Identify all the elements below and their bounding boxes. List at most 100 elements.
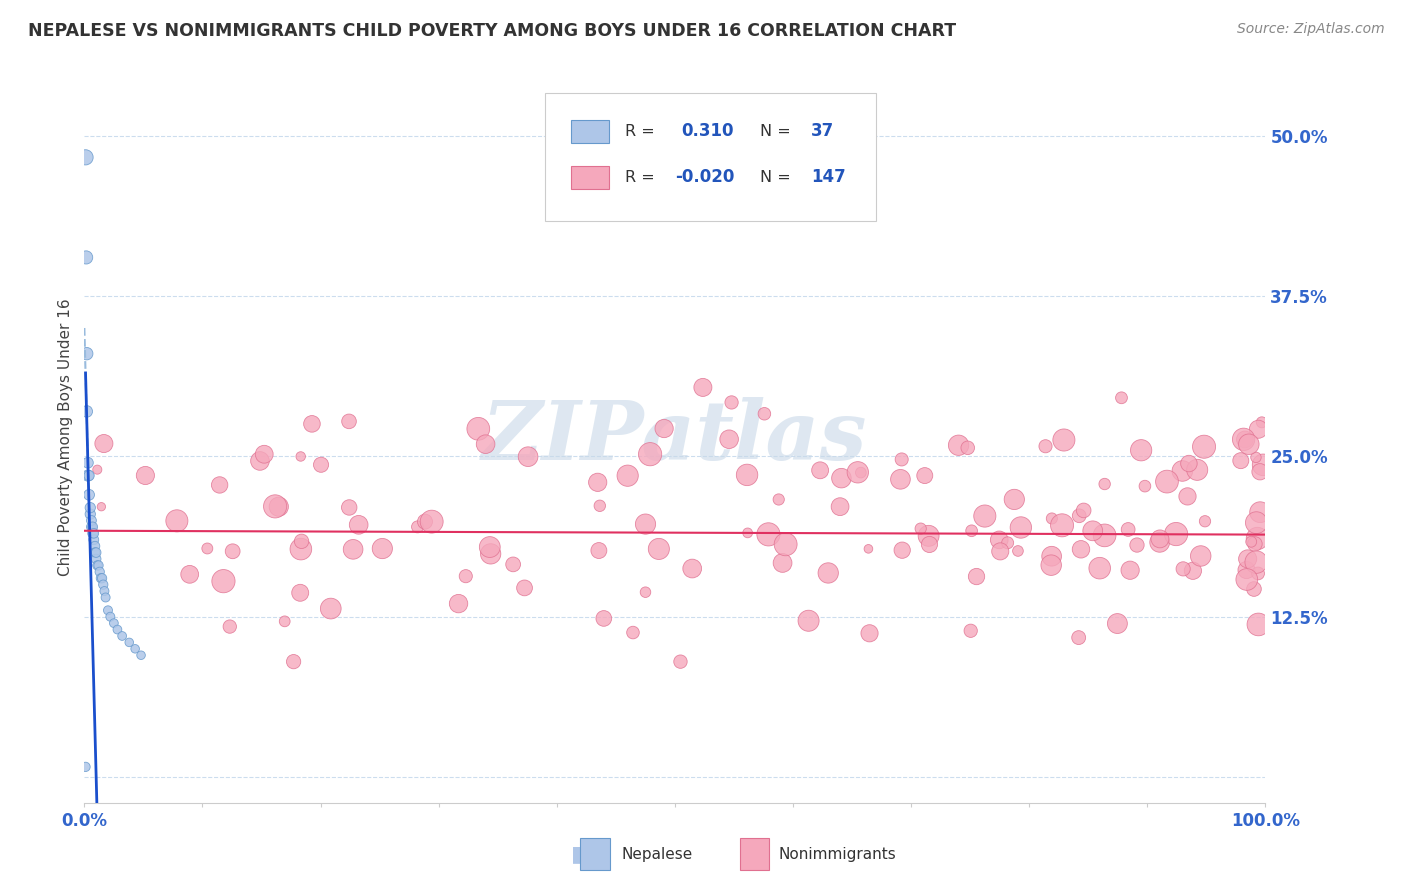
Text: 0.310: 0.310 [681, 122, 734, 140]
Y-axis label: Child Poverty Among Boys Under 16: Child Poverty Among Boys Under 16 [58, 298, 73, 576]
Point [1007, 544, 1029, 558]
Point [1156, 475, 1178, 489]
Text: N =: N = [759, 124, 790, 139]
FancyBboxPatch shape [546, 94, 876, 221]
Point [1251, 458, 1274, 472]
Point [82, 520, 104, 534]
Point [973, 509, 995, 524]
Point [1181, 564, 1204, 578]
Point [474, 437, 496, 451]
Point [966, 569, 988, 583]
Point [1133, 479, 1156, 493]
Point [76, 346, 98, 360]
FancyBboxPatch shape [581, 838, 610, 870]
Point [1173, 562, 1195, 576]
Point [75, 760, 97, 774]
Point [1073, 503, 1095, 517]
Point [454, 569, 477, 583]
Point [737, 525, 759, 540]
Point [718, 432, 741, 446]
Point [371, 541, 394, 556]
Point [1149, 535, 1171, 549]
Point [342, 542, 364, 557]
Point [621, 625, 644, 640]
Point [1094, 477, 1116, 491]
Point [290, 586, 312, 600]
Point [1040, 511, 1063, 525]
Point [948, 438, 970, 452]
Point [1067, 631, 1090, 645]
Point [1094, 528, 1116, 542]
Point [758, 527, 780, 541]
Point [1130, 443, 1153, 458]
Point [179, 567, 201, 582]
Point [1178, 457, 1201, 471]
Point [1247, 617, 1270, 632]
Point [309, 458, 332, 472]
Point [290, 450, 312, 464]
Point [681, 561, 703, 575]
Point [754, 407, 776, 421]
Point [134, 468, 156, 483]
Point [413, 515, 436, 529]
Point [107, 623, 129, 637]
Point [86, 463, 108, 477]
Point [914, 468, 936, 483]
Point [75, 251, 97, 265]
Point [347, 517, 370, 532]
Point [301, 417, 323, 431]
Point [988, 544, 1011, 558]
Point [91, 571, 114, 585]
FancyBboxPatch shape [740, 838, 769, 870]
Text: R =: R = [626, 124, 655, 139]
Point [502, 558, 524, 572]
Point [772, 556, 794, 570]
Point [84, 545, 107, 559]
Point [1229, 453, 1251, 467]
Point [1232, 433, 1254, 447]
Text: N =: N = [759, 169, 790, 185]
Point [75, 150, 97, 164]
Point [1177, 490, 1199, 504]
Point [111, 629, 134, 643]
Point [166, 514, 188, 528]
Point [1244, 450, 1267, 465]
Point [84, 552, 107, 566]
Point [290, 534, 312, 549]
Point [478, 540, 501, 554]
Text: Nonimmigrants: Nonimmigrants [779, 847, 897, 862]
Point [1247, 422, 1270, 436]
Point [79, 500, 101, 515]
Point [1002, 492, 1025, 507]
Text: -0.020: -0.020 [675, 169, 734, 186]
Point [82, 526, 104, 541]
Point [808, 463, 831, 477]
Point [917, 529, 939, 543]
FancyBboxPatch shape [571, 120, 609, 143]
Point [858, 541, 880, 556]
Point [221, 544, 243, 558]
Point [1164, 527, 1187, 541]
Point [1237, 437, 1260, 451]
Point [93, 436, 115, 450]
Point [817, 566, 839, 580]
Point [103, 616, 125, 631]
Point [1236, 563, 1258, 577]
Point [918, 537, 941, 551]
Point [997, 536, 1019, 550]
Point [83, 533, 105, 547]
FancyBboxPatch shape [571, 166, 609, 189]
Point [592, 611, 614, 625]
Point [1249, 505, 1271, 519]
Point [129, 648, 152, 663]
Point [97, 603, 120, 617]
Point [447, 597, 470, 611]
Point [1119, 563, 1142, 577]
Point [80, 514, 103, 528]
Point [1246, 532, 1268, 546]
Point [1081, 524, 1104, 538]
Point [588, 543, 610, 558]
Point [960, 524, 983, 538]
Point [634, 585, 657, 599]
Point [77, 468, 100, 483]
